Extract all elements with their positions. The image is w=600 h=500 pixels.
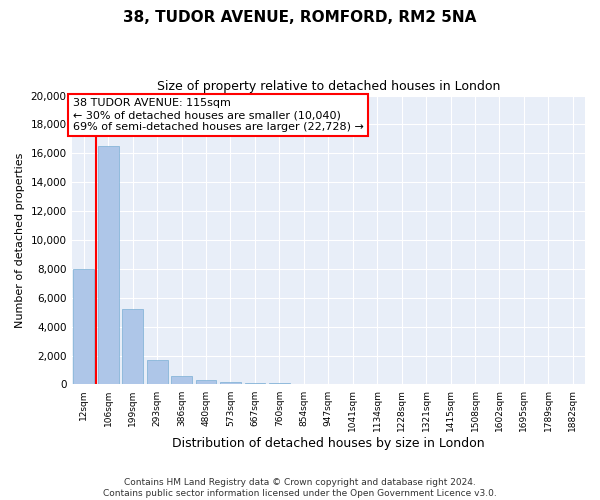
Bar bbox=[196, 380, 217, 384]
Bar bbox=[147, 360, 167, 384]
Bar bbox=[245, 383, 265, 384]
Bar bbox=[122, 310, 143, 384]
Bar bbox=[220, 382, 241, 384]
Bar bbox=[73, 269, 94, 384]
Title: Size of property relative to detached houses in London: Size of property relative to detached ho… bbox=[157, 80, 500, 93]
Text: Contains HM Land Registry data © Crown copyright and database right 2024.
Contai: Contains HM Land Registry data © Crown c… bbox=[103, 478, 497, 498]
Bar bbox=[98, 146, 119, 384]
Bar bbox=[171, 376, 192, 384]
Text: 38, TUDOR AVENUE, ROMFORD, RM2 5NA: 38, TUDOR AVENUE, ROMFORD, RM2 5NA bbox=[124, 10, 476, 25]
Text: 38 TUDOR AVENUE: 115sqm
← 30% of detached houses are smaller (10,040)
69% of sem: 38 TUDOR AVENUE: 115sqm ← 30% of detache… bbox=[73, 98, 364, 132]
Y-axis label: Number of detached properties: Number of detached properties bbox=[15, 152, 25, 328]
X-axis label: Distribution of detached houses by size in London: Distribution of detached houses by size … bbox=[172, 437, 485, 450]
